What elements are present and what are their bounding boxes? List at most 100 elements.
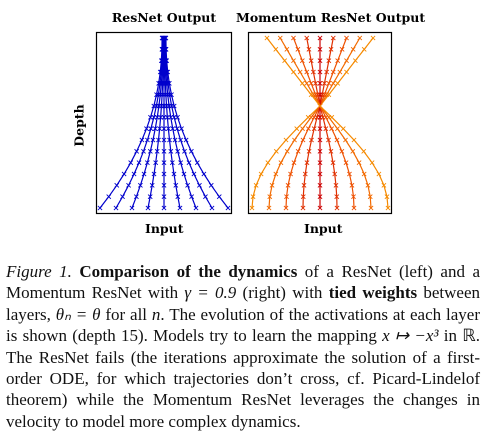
momentum-point-2-3 — [288, 171, 293, 177]
momentum-point-0-1 — [250, 194, 256, 200]
momentum-point-5-11 — [313, 80, 318, 86]
momentum-point-1-6 — [292, 137, 297, 143]
momentum-point-7-14 — [284, 46, 290, 52]
momentum-point-2-14 — [339, 46, 345, 52]
momentum-point-5-5 — [328, 148, 334, 154]
momentum-point-4-6 — [317, 137, 323, 143]
momentum-point-1-7 — [300, 126, 305, 132]
resnet-point-8-8 — [175, 114, 180, 120]
momentum-point-3-15 — [330, 35, 336, 41]
resnet-point-6-6 — [172, 137, 178, 143]
resnet-point-5-5 — [168, 148, 174, 154]
momentum-point-8-4 — [369, 160, 375, 166]
momentum-point-6-3 — [347, 171, 352, 177]
resnet-point-5-2 — [173, 182, 179, 188]
resnet-point-7-3 — [191, 171, 197, 177]
resnet-point-5-4 — [169, 160, 175, 166]
resnet-point-8-9 — [171, 103, 177, 109]
momentum-point-8-13 — [282, 58, 288, 64]
momentum-point-1-13 — [344, 58, 349, 64]
momentum-point-6-13 — [299, 58, 305, 64]
momentum-point-6-4 — [343, 160, 349, 166]
resnet-point-4-0 — [161, 205, 167, 211]
momentum-point-7-7 — [335, 126, 340, 132]
resnet-point-7-7 — [174, 126, 180, 132]
momentum-point-5-4 — [330, 160, 336, 166]
momentum-point-6-11 — [308, 80, 314, 86]
resnet-point-2-3 — [141, 171, 147, 177]
resnet-trajectory-5 — [163, 37, 181, 209]
momentum-point-3-13 — [326, 58, 332, 64]
momentum-point-7-11 — [304, 80, 310, 86]
momentum-point-5-0 — [334, 205, 340, 211]
momentum-point-4-11 — [317, 80, 323, 86]
momentum-point-4-7 — [317, 126, 323, 132]
momentum-point-2-7 — [305, 126, 311, 132]
resnet-point-8-11 — [166, 80, 172, 86]
resnet-point-4-1 — [161, 194, 167, 200]
resnet-point-8-13 — [164, 58, 170, 64]
resnet-point-7-2 — [197, 182, 202, 188]
momentum-point-8-1 — [384, 194, 390, 200]
caption-text-4: for all — [100, 304, 152, 324]
right-panel-title: Momentum ResNet Output — [236, 10, 426, 25]
resnet-point-7-0 — [209, 205, 215, 211]
resnet-point-1-0 — [113, 205, 119, 211]
resnet-point-8-1 — [216, 194, 222, 200]
resnet-point-3-1 — [147, 194, 153, 200]
momentum-point-4-2 — [317, 182, 323, 188]
resnet-point-0-2 — [114, 182, 120, 188]
resnet-point-0-1 — [106, 194, 112, 200]
momentum-point-8-12 — [291, 69, 296, 75]
resnet-point-8-3 — [201, 171, 207, 177]
resnet-point-6-5 — [175, 148, 181, 154]
momentum-point-5-1 — [334, 194, 340, 200]
resnet-point-2-1 — [133, 194, 139, 200]
momentum-trajectory-5 — [306, 37, 338, 209]
momentum-point-1-3 — [273, 171, 279, 177]
momentum-point-2-0 — [283, 205, 289, 211]
momentum-resnet-plot-frame — [247, 31, 393, 215]
momentum-trajectory-2 — [285, 37, 348, 209]
momentum-trajectory-7 — [279, 37, 372, 209]
momentum-point-6-7 — [329, 126, 335, 132]
resnet-point-3-4 — [153, 160, 159, 166]
momentum-point-7-13 — [291, 58, 296, 64]
momentum-point-3-5 — [306, 148, 312, 154]
resnet-point-7-6 — [178, 137, 183, 143]
caption-mapping: x ↦ −x³ — [382, 326, 439, 346]
resnet-point-4-7 — [161, 126, 167, 132]
momentum-point-6-5 — [339, 148, 345, 154]
resnet-trajectory-8 — [165, 37, 229, 209]
resnet-point-1-2 — [126, 182, 131, 188]
momentum-point-1-5 — [284, 148, 290, 154]
momentum-point-4-14 — [317, 46, 323, 52]
figure-caption: Figure 1. Comparison of the dynamics of … — [6, 261, 480, 432]
resnet-trajectory-6 — [164, 37, 197, 209]
momentum-point-6-1 — [351, 194, 356, 200]
momentum-point-8-14 — [273, 46, 279, 52]
resnet-trajectory-2 — [131, 37, 164, 209]
caption-text-6: in ℝ. The ResNet fails (the iterations a… — [6, 326, 481, 431]
resnet-point-6-2 — [185, 182, 191, 188]
momentum-point-8-3 — [376, 171, 382, 177]
momentum-point-6-12 — [304, 69, 310, 75]
resnet-point-8-4 — [194, 160, 200, 166]
momentum-point-8-2 — [381, 182, 387, 188]
momentum-point-8-10 — [308, 92, 314, 98]
resnet-point-1-7 — [148, 126, 154, 132]
momentum-point-3-0 — [300, 205, 306, 211]
resnet-point-1-1 — [120, 194, 125, 200]
left-panel-title: ResNet Output — [111, 10, 217, 25]
momentum-point-8-15 — [264, 35, 270, 41]
momentum-point-3-12 — [324, 69, 330, 75]
resnet-point-3-2 — [149, 182, 155, 188]
momentum-point-1-12 — [337, 69, 343, 75]
left-x-axis-label: Input — [145, 221, 184, 236]
momentum-trajectory-8 — [266, 37, 389, 209]
resnet-point-0-0 — [97, 205, 103, 211]
resnet-point-8-15 — [163, 35, 169, 41]
resnet-point-4-2 — [161, 182, 167, 188]
momentum-point-7-12 — [297, 69, 303, 75]
momentum-point-8-5 — [361, 148, 367, 154]
